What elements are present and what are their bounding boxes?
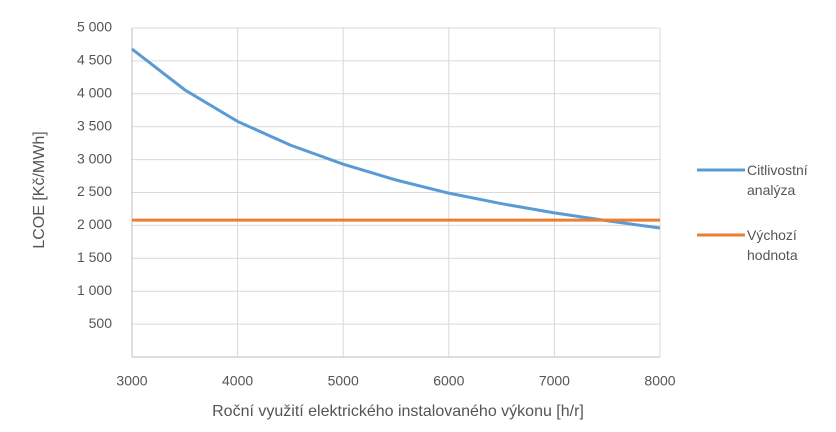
- x-tick-label: 8000: [644, 373, 675, 389]
- x-axis-label: Roční využití elektrického instalovaného…: [212, 403, 584, 420]
- y-tick-label: 5 000: [77, 19, 112, 35]
- x-tick-label: 4000: [222, 373, 253, 389]
- y-tick-label: 1 500: [77, 249, 112, 265]
- x-tick-label: 5000: [328, 373, 359, 389]
- y-tick-label: 3 000: [77, 150, 112, 166]
- x-tick-label: 6000: [433, 373, 464, 389]
- y-tick-label: 3 500: [77, 117, 112, 133]
- y-tick-label: 4 000: [77, 85, 112, 101]
- y-tick-label: 2 000: [77, 216, 112, 232]
- y-axis-label: LCOE [Kč/MWh]: [31, 131, 48, 248]
- legend-label: Výchozí hodnota: [747, 227, 798, 263]
- y-tick-label: 500: [89, 315, 113, 331]
- y-tick-label: 4 500: [77, 52, 112, 68]
- line-series: [131, 47, 661, 230]
- x-tick-label: 7000: [539, 373, 570, 389]
- y-tick-label: 2 500: [77, 183, 112, 199]
- x-tick-label: 3000: [116, 373, 147, 389]
- y-tick-label: 1 000: [77, 282, 112, 298]
- legend-label: Citlivostní analýza: [747, 162, 808, 198]
